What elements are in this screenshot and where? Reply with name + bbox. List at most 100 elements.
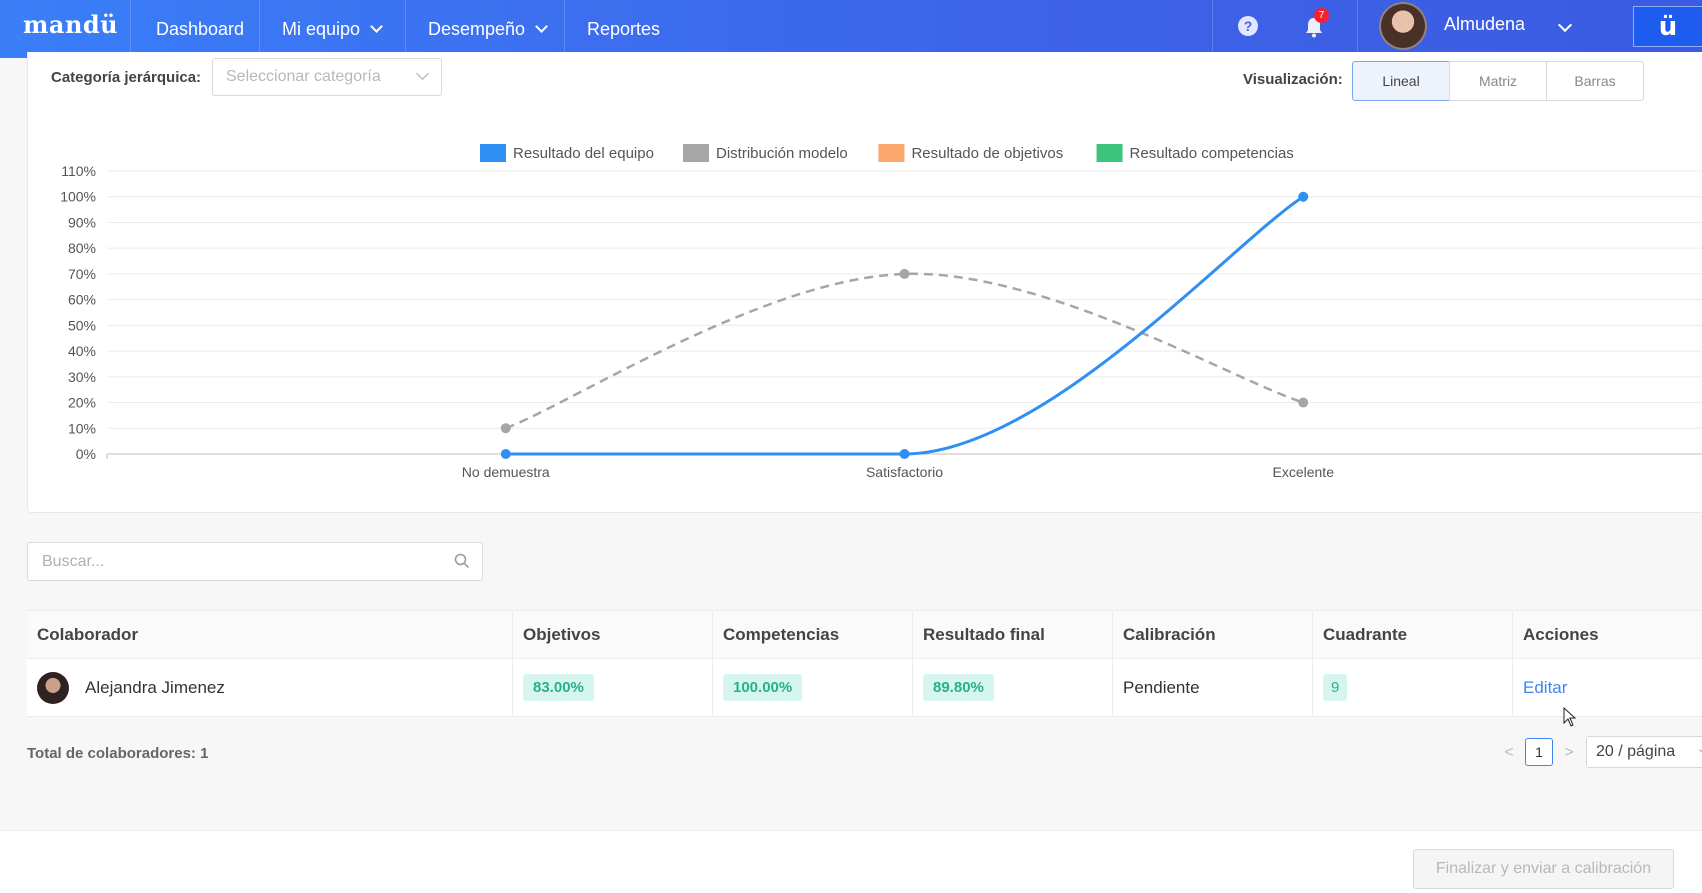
line-chart: 0% 10% 20% 30% 40% 50% 60% 70% 80% 90% 100% 110% No … [60,144,1702,480]
page-size-select[interactable]: 20 / página [1586,736,1702,768]
user-avatar[interactable] [1379,2,1427,50]
legend-swatch [1096,144,1123,162]
pagination-next[interactable]: > [1564,744,1574,761]
help-icon[interactable]: ? [1238,16,1258,36]
nav-divider [405,0,406,58]
edit-link[interactable]: Editar [1523,677,1568,697]
y-tick-label: 30% [68,369,96,385]
user-name[interactable]: Almudena [1444,14,1526,34]
category-select[interactable]: Seleccionar categoría [212,58,442,96]
header-acciones: Acciones [1523,624,1599,644]
series-line [505,272,1304,430]
cell-objetivos: 83.00% [513,659,713,716]
search-input[interactable] [28,543,448,580]
y-tick-label: 40% [68,343,96,359]
competencias-badge: 100.00% [723,674,803,701]
nav-reportes[interactable]: Reportes [587,0,660,58]
nav-divider [564,0,565,58]
cuadrante-badge: 9 [1323,674,1348,701]
y-tick-label: 10% [68,420,96,436]
chevron-down-icon [535,20,548,33]
nav-reportes-label: Reportes [587,18,661,39]
header-colaborador[interactable]: Colaborador [27,611,513,658]
nav-mi-equipo-label: Mi equipo [282,18,361,39]
mouse-cursor-icon [1563,707,1577,727]
chevron-down-icon [416,67,429,80]
category-select-placeholder: Seleccionar categoría [226,68,381,85]
visualization-label: Visualización: [1243,71,1343,88]
data-point [1298,191,1309,202]
legend-label: Resultado de objetivos [911,145,1063,162]
data-point [1298,397,1309,408]
top-navbar: mandü Dashboard Mi equipo Desempeño Repo… [0,0,1702,58]
table-header-row: Colaborador Objetivos Competencias Resul… [27,611,1702,659]
pagination-prev[interactable]: < [1504,744,1514,761]
header-cuadrante[interactable]: Cuadrante [1313,611,1513,658]
viz-option-barras[interactable]: Barras [1546,61,1644,101]
legend-swatch [878,144,905,162]
nav-mi-equipo[interactable]: Mi equipo [282,0,383,58]
viz-option-matriz[interactable]: Matriz [1449,61,1547,101]
objetivos-badge: 83.00% [523,674,594,701]
viz-option-lineal[interactable]: Lineal [1352,61,1450,101]
cell-cuadrante: 9 [1313,659,1513,716]
y-tick-label: 20% [68,395,96,411]
nav-divider [259,0,260,58]
finish-and-send-button[interactable]: Finalizar y enviar a calibración [1413,849,1674,889]
resultado-final-badge: 89.80% [923,674,994,701]
pagination-page-1[interactable]: 1 [1525,738,1553,766]
data-point [899,449,910,459]
nav-desempeno-label: Desempeño [428,18,526,39]
cell-acciones: Editar [1513,659,1702,716]
legend-swatch [480,144,506,162]
search-icon[interactable] [454,553,470,569]
chart-card [27,52,1702,513]
series-line [505,195,1305,456]
legend-label: Resultado competencias [1130,145,1294,162]
cell-resultado-final: 89.80% [913,659,1113,716]
header-resultado-final[interactable]: Resultado final [913,611,1113,658]
y-tick-label: 50% [68,317,96,333]
header-competencias[interactable]: Competencias [713,611,913,658]
x-tick-label: Satisfactorio [866,464,943,480]
total-collaborators: Total de colaboradores: 1 [27,745,209,762]
y-tick-label: 60% [68,292,96,308]
brand-button[interactable]: ü [1633,6,1702,47]
y-tick-label: 100% [60,189,96,205]
cell-competencias: 100.00% [713,659,913,716]
chevron-down-icon [370,20,383,33]
data-point [500,423,511,434]
notification-badge: 7 [1314,8,1329,23]
data-point [899,268,910,279]
y-tick-label: 90% [68,214,96,230]
nav-divider [1212,0,1213,58]
y-tick-label: 80% [68,240,96,256]
data-point [500,449,511,459]
search-box [27,542,483,581]
x-tick-label: Excelente [1273,464,1335,480]
chevron-down-icon[interactable] [1557,17,1573,33]
page-size-value: 20 / página [1596,743,1676,760]
nav-dashboard[interactable]: Dashboard [156,0,244,58]
cell-calibracion: Pendiente [1113,659,1313,716]
y-tick-label: 0% [76,446,96,462]
header-objetivos[interactable]: Objetivos [513,611,713,658]
header-calibracion[interactable]: Calibración [1113,611,1313,658]
x-tick-label: No demuestra [462,464,550,480]
app-logo[interactable]: mandü [23,10,119,39]
table-row: Alejandra Jimenez 83.00% 100.00% 89.80% … [27,659,1702,717]
y-tick-label: 110% [61,163,96,179]
nav-desempeno[interactable]: Desempeño [428,0,548,58]
legend-label: Distribución modelo [716,145,848,162]
collaborator-name: Alejandra Jimenez [85,677,225,697]
collaborators-table: Colaborador Objetivos Competencias Resul… [27,610,1702,717]
y-tick-label: 70% [68,266,96,282]
category-filter-label: Categoría jerárquica: [51,69,202,86]
cell-colaborador: Alejandra Jimenez [27,659,513,716]
nav-dashboard-label: Dashboard [156,18,245,39]
legend-label: Resultado del equipo [513,145,654,162]
nav-divider [1357,0,1358,58]
nav-divider [130,0,131,58]
avatar [37,671,69,704]
legend-swatch [683,144,709,162]
